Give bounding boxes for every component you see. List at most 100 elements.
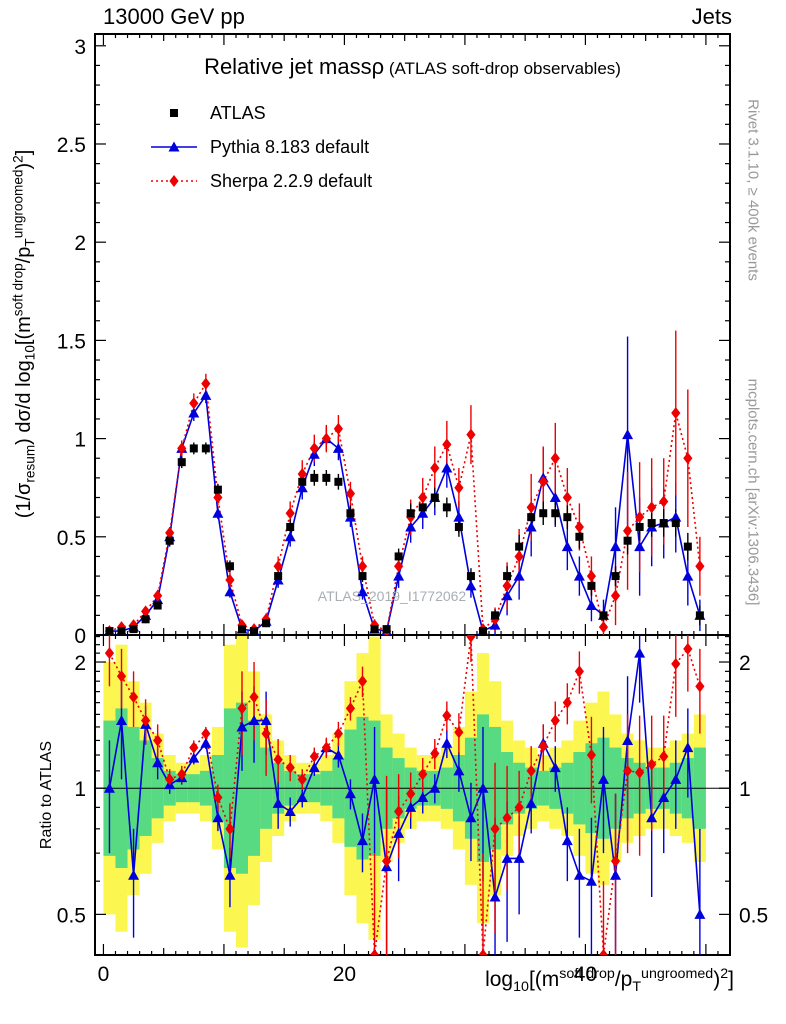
ratio-tick-label-left: 0.5 bbox=[57, 904, 86, 927]
x-tick-label: 20 bbox=[333, 963, 356, 986]
square-marker bbox=[358, 572, 367, 581]
diamond-marker bbox=[659, 495, 669, 508]
triangle-marker bbox=[549, 762, 561, 773]
triangle-marker bbox=[429, 782, 441, 793]
y-tick-label: 2.5 bbox=[57, 134, 86, 157]
square-marker bbox=[491, 611, 500, 620]
diamond-marker bbox=[177, 768, 187, 781]
square-marker bbox=[623, 536, 632, 545]
triangle-marker bbox=[248, 715, 260, 726]
square-marker bbox=[105, 627, 114, 635]
square-marker bbox=[587, 581, 596, 590]
diamond-marker bbox=[538, 740, 548, 753]
pythia-triangle-marker-icon bbox=[148, 136, 200, 158]
triangle-marker bbox=[393, 827, 405, 838]
atlas-square-marker-icon bbox=[148, 102, 200, 124]
diamond-marker bbox=[406, 787, 416, 800]
diamond-marker bbox=[502, 579, 512, 592]
legend-label: Pythia 8.183 default bbox=[210, 136, 370, 157]
square-marker bbox=[575, 532, 584, 541]
diamond-marker bbox=[466, 635, 476, 643]
diamond-marker bbox=[502, 811, 512, 824]
diamond-marker bbox=[635, 511, 645, 524]
diamond-marker bbox=[357, 560, 368, 573]
triangle-marker bbox=[525, 521, 537, 532]
diamond-marker bbox=[526, 764, 536, 777]
tick-labels: 0 20 40 0 0.5 1 1.5 2 2.5 3 0.5 1 2 0.5 1 2 bbox=[57, 36, 768, 986]
triangle-marker bbox=[513, 570, 525, 581]
triangle-marker bbox=[585, 600, 597, 611]
axis-title-part: ungroomed bbox=[641, 966, 714, 982]
square-marker bbox=[515, 542, 524, 551]
triangle-marker bbox=[682, 570, 694, 581]
axis-title-part: log bbox=[485, 967, 514, 991]
diamond-marker bbox=[273, 753, 283, 766]
diamond-marker bbox=[466, 428, 476, 441]
ratio-axis-title: Ratio to ATLAS bbox=[38, 740, 55, 850]
square-marker bbox=[117, 627, 126, 635]
triangle-marker bbox=[465, 580, 477, 591]
diamond-marker bbox=[683, 452, 693, 465]
diamond-marker bbox=[141, 714, 151, 727]
diamond-marker bbox=[116, 670, 127, 683]
x-tick-label: 0 bbox=[98, 963, 110, 986]
plot-title: Relative jet massρ (ATLAS soft-drop obse… bbox=[95, 54, 730, 80]
axis-title-part: ) dσ/d log bbox=[12, 360, 35, 445]
triangle-marker bbox=[525, 797, 537, 808]
diamond-marker bbox=[562, 696, 572, 709]
axis-title-part: (1/σ bbox=[12, 482, 35, 519]
square-marker bbox=[635, 522, 644, 531]
square-marker bbox=[153, 601, 162, 610]
square-marker bbox=[695, 611, 704, 620]
diamond-marker bbox=[659, 750, 669, 763]
triangle-marker bbox=[284, 531, 296, 542]
triangle-marker bbox=[453, 765, 465, 776]
diamond-marker bbox=[622, 764, 633, 777]
diamond-marker bbox=[671, 657, 681, 670]
diamond-marker bbox=[128, 691, 139, 704]
diamond-marker bbox=[562, 491, 572, 504]
diamond-marker bbox=[610, 589, 621, 602]
diamond-marker bbox=[598, 621, 609, 634]
triangle-marker bbox=[441, 462, 453, 473]
diamond-marker bbox=[213, 791, 223, 804]
square-marker bbox=[478, 627, 487, 635]
diamond-marker bbox=[418, 491, 428, 504]
triangle-marker bbox=[224, 586, 236, 597]
triangle-marker bbox=[296, 792, 308, 803]
ratio-panel-series bbox=[103, 635, 706, 955]
legend-marker-svg bbox=[170, 109, 178, 117]
diamond-marker bbox=[514, 550, 524, 563]
triangle-marker bbox=[453, 511, 465, 522]
diamond-marker bbox=[394, 805, 404, 818]
y-tick-label: 0.5 bbox=[57, 527, 86, 550]
triangle-marker bbox=[260, 715, 272, 726]
diamond-marker bbox=[490, 822, 500, 835]
axis-title-part: T bbox=[632, 978, 642, 995]
y-tick-label: 1.5 bbox=[57, 330, 86, 353]
triangle-marker bbox=[128, 869, 140, 880]
square-marker bbox=[382, 625, 391, 634]
legend-item-pythia: Pythia 8.183 default bbox=[148, 130, 372, 164]
diamond-marker bbox=[213, 491, 223, 504]
y-axis-title: (1/σresum) dσ/d log10[(msoft drop/pTungr… bbox=[10, 150, 37, 519]
triangle-marker bbox=[188, 407, 200, 418]
x-axis-title: log10[(msoft drop/pTungroomed)2] bbox=[485, 966, 734, 995]
triangle-marker bbox=[236, 721, 248, 732]
axis-title-part: ] bbox=[12, 149, 35, 156]
legend-item-sherpa: Sherpa 2.2.9 default bbox=[148, 164, 372, 198]
triangle-marker bbox=[405, 801, 417, 812]
square-marker bbox=[225, 562, 234, 571]
diamond-marker bbox=[442, 438, 452, 451]
square-marker bbox=[201, 444, 210, 453]
diamond-marker bbox=[538, 475, 548, 488]
diamond-marker bbox=[153, 734, 163, 747]
square-marker bbox=[141, 615, 150, 624]
triangle-marker bbox=[585, 875, 597, 886]
square-marker bbox=[406, 509, 415, 518]
triangle-marker bbox=[597, 773, 609, 784]
legend-label: Sherpa 2.2.9 default bbox=[210, 170, 373, 191]
triangle-marker bbox=[573, 570, 585, 581]
triangle-marker bbox=[103, 782, 115, 793]
square-marker bbox=[298, 477, 307, 486]
